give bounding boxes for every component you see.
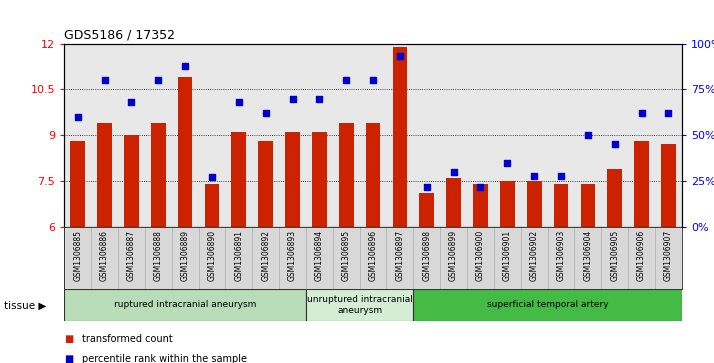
Text: GSM1306896: GSM1306896 [368, 230, 378, 281]
Text: percentile rank within the sample: percentile rank within the sample [82, 354, 247, 363]
Text: GSM1306888: GSM1306888 [154, 230, 163, 281]
Point [448, 169, 459, 175]
Text: tissue ▶: tissue ▶ [4, 301, 46, 311]
Point [528, 173, 540, 179]
Bar [70, 141, 85, 227]
Point [233, 99, 244, 105]
Text: GSM1306905: GSM1306905 [610, 230, 619, 281]
Text: GSM1306904: GSM1306904 [583, 230, 593, 281]
Point [287, 96, 298, 102]
Text: transformed count: transformed count [82, 334, 173, 344]
Bar [446, 178, 461, 227]
Point [394, 53, 406, 59]
Bar [419, 193, 434, 227]
Bar [634, 141, 649, 227]
Point [475, 184, 486, 189]
Text: GSM1306886: GSM1306886 [100, 230, 109, 281]
Bar [64, 289, 306, 321]
Point [341, 77, 352, 83]
Point [421, 184, 433, 189]
Text: superficial temporal artery: superficial temporal artery [487, 301, 608, 309]
Point [367, 77, 378, 83]
Text: GSM1306902: GSM1306902 [530, 230, 538, 281]
Point [582, 132, 593, 138]
Text: GSM1306887: GSM1306887 [127, 230, 136, 281]
Text: GSM1306897: GSM1306897 [396, 230, 404, 281]
Point [206, 175, 218, 180]
Text: ruptured intracranial aneurysm: ruptured intracranial aneurysm [114, 301, 256, 309]
Bar [339, 123, 353, 227]
Point [153, 77, 164, 83]
Point [99, 77, 110, 83]
Text: GDS5186 / 17352: GDS5186 / 17352 [64, 28, 175, 41]
Bar [608, 169, 622, 227]
Bar [306, 289, 413, 321]
Point [260, 110, 271, 116]
Text: GSM1306892: GSM1306892 [261, 230, 270, 281]
Bar [97, 123, 112, 227]
Text: GSM1306895: GSM1306895 [342, 230, 351, 281]
Text: unruptured intracranial
aneurysm: unruptured intracranial aneurysm [307, 295, 413, 315]
Point [179, 63, 191, 69]
Point [555, 173, 567, 179]
Bar [312, 132, 327, 227]
Text: ■: ■ [64, 354, 74, 363]
Text: GSM1306903: GSM1306903 [556, 230, 565, 281]
Bar [231, 132, 246, 227]
Bar [151, 123, 166, 227]
Bar [553, 184, 568, 227]
Text: GSM1306889: GSM1306889 [181, 230, 190, 281]
Point [636, 110, 648, 116]
Point [313, 96, 325, 102]
Bar [527, 181, 541, 227]
Text: GSM1306900: GSM1306900 [476, 230, 485, 281]
Text: GSM1306898: GSM1306898 [422, 230, 431, 281]
Bar [205, 184, 219, 227]
Text: GSM1306906: GSM1306906 [637, 230, 646, 281]
Point [663, 110, 674, 116]
Point [126, 99, 137, 105]
Bar [413, 289, 682, 321]
Bar [285, 132, 300, 227]
Text: ■: ■ [64, 334, 74, 344]
Bar [366, 123, 381, 227]
Bar [124, 135, 139, 227]
Bar [580, 184, 595, 227]
Point [609, 142, 620, 147]
Text: GSM1306891: GSM1306891 [234, 230, 243, 281]
Text: GSM1306899: GSM1306899 [449, 230, 458, 281]
Text: GSM1306901: GSM1306901 [503, 230, 512, 281]
Bar [178, 77, 193, 227]
Text: GSM1306894: GSM1306894 [315, 230, 324, 281]
Point [502, 160, 513, 166]
Bar [393, 46, 407, 227]
Point [72, 114, 84, 120]
Text: GSM1306907: GSM1306907 [664, 230, 673, 281]
Text: GSM1306890: GSM1306890 [208, 230, 216, 281]
Text: GSM1306885: GSM1306885 [74, 230, 82, 281]
Bar [473, 184, 488, 227]
Bar [258, 141, 273, 227]
Text: GSM1306893: GSM1306893 [288, 230, 297, 281]
Bar [500, 181, 515, 227]
Bar [661, 144, 676, 227]
